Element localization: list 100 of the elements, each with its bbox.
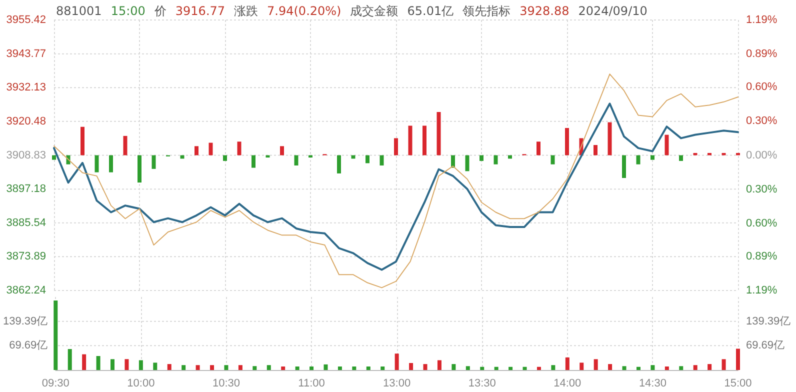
bar: [310, 366, 314, 370]
bar: [693, 152, 698, 156]
text: 价: [154, 4, 166, 18]
bar: [622, 366, 626, 370]
bar: [194, 146, 198, 156]
bar: [664, 366, 669, 370]
y-tick-label: 3897.18: [6, 183, 46, 196]
x-tick-label: 15:00: [724, 378, 752, 390]
text: 7.94(0.20%): [267, 4, 342, 18]
bar: [153, 362, 158, 370]
bar: [109, 155, 113, 172]
bar: [708, 364, 712, 370]
bar: [224, 365, 228, 370]
y2-tick-label: 0.30%: [746, 183, 778, 196]
x-tick-label: 14:00: [554, 378, 582, 390]
y-tick-label: 3885.54: [6, 216, 46, 229]
x-tick-label: 09:30: [42, 378, 70, 390]
bar: [223, 155, 227, 161]
bar: [280, 146, 284, 156]
y2-tick-label: 1.19%: [746, 284, 778, 296]
text: 3928.88: [520, 4, 570, 18]
bar: [68, 349, 72, 370]
y-tick-label: 3955.42: [6, 14, 46, 26]
bar: [508, 366, 513, 370]
bar: [394, 138, 398, 156]
bar: [408, 126, 412, 156]
bar: [295, 366, 300, 370]
bar: [52, 155, 56, 160]
bar: [622, 155, 626, 178]
bar: [138, 155, 142, 183]
bar: [565, 128, 569, 156]
y2-tick-label: 0.89%: [746, 250, 778, 262]
bar: [110, 359, 115, 370]
bar: [608, 364, 612, 370]
bar: [722, 152, 726, 156]
bar: [54, 300, 58, 370]
text: 涨跌: [234, 4, 258, 18]
bar: [693, 365, 698, 370]
bar: [679, 155, 683, 161]
bar: [736, 152, 740, 156]
bar: [266, 365, 271, 370]
y2-tick-label: 1.19%: [746, 14, 778, 26]
bar: [82, 354, 86, 370]
bar: [436, 112, 441, 156]
bar: [210, 365, 214, 370]
text: 领先指标: [462, 4, 511, 18]
y2-tick-label: 0.89%: [746, 48, 778, 60]
bar: [536, 142, 540, 156]
text: 15:00: [110, 4, 146, 18]
bar: [138, 360, 143, 370]
bar: [94, 155, 99, 172]
bar: [182, 365, 186, 370]
y2-tick-label: 139.39亿: [746, 315, 791, 328]
bar: [550, 155, 555, 164]
bar: [238, 365, 242, 370]
bar: [281, 366, 286, 370]
line-series: [54, 74, 738, 288]
bar: [722, 359, 726, 370]
y2-tick-label: 0.60%: [746, 81, 778, 94]
text: 65.01亿: [407, 4, 454, 18]
y2-tick-label: 0.60%: [746, 217, 778, 230]
y-tick-label: 3862.24: [6, 284, 46, 296]
bar: [650, 155, 654, 160]
y2-tick-label: 0.30%: [746, 115, 778, 128]
bar: [736, 348, 740, 370]
bar: [123, 136, 128, 156]
bar: [594, 359, 598, 370]
bar: [394, 354, 399, 370]
bar: [196, 365, 200, 370]
bar: [494, 155, 498, 164]
bar: [208, 142, 213, 156]
bar: [338, 366, 342, 370]
x-tick-label: 13:00: [383, 378, 411, 390]
bar: [80, 126, 84, 156]
bar: [252, 155, 256, 168]
bar: [536, 366, 541, 370]
bar: [679, 366, 684, 370]
text: 2024/09/10: [578, 4, 648, 18]
bar: [480, 366, 484, 370]
y-tick-label: 3908.83: [6, 149, 46, 162]
bar: [409, 363, 414, 370]
bar: [237, 142, 242, 156]
x-tick-label: 14:30: [638, 378, 666, 390]
bar: [423, 364, 428, 370]
bar: [152, 155, 156, 169]
bar: [324, 364, 328, 370]
bar: [494, 366, 498, 370]
bar: [252, 366, 257, 370]
y-tick-label: 69.69亿: [9, 340, 48, 352]
bar: [380, 155, 384, 166]
bar: [452, 364, 456, 370]
text: 成交金额: [350, 4, 398, 18]
bar: [96, 356, 100, 370]
bar: [580, 362, 584, 370]
bar: [380, 366, 385, 370]
bar: [480, 155, 484, 161]
bar: [636, 155, 640, 164]
y2-tick-label: 69.69亿: [746, 340, 785, 352]
bar: [522, 366, 527, 370]
x-tick-label: 13:30: [468, 378, 496, 390]
